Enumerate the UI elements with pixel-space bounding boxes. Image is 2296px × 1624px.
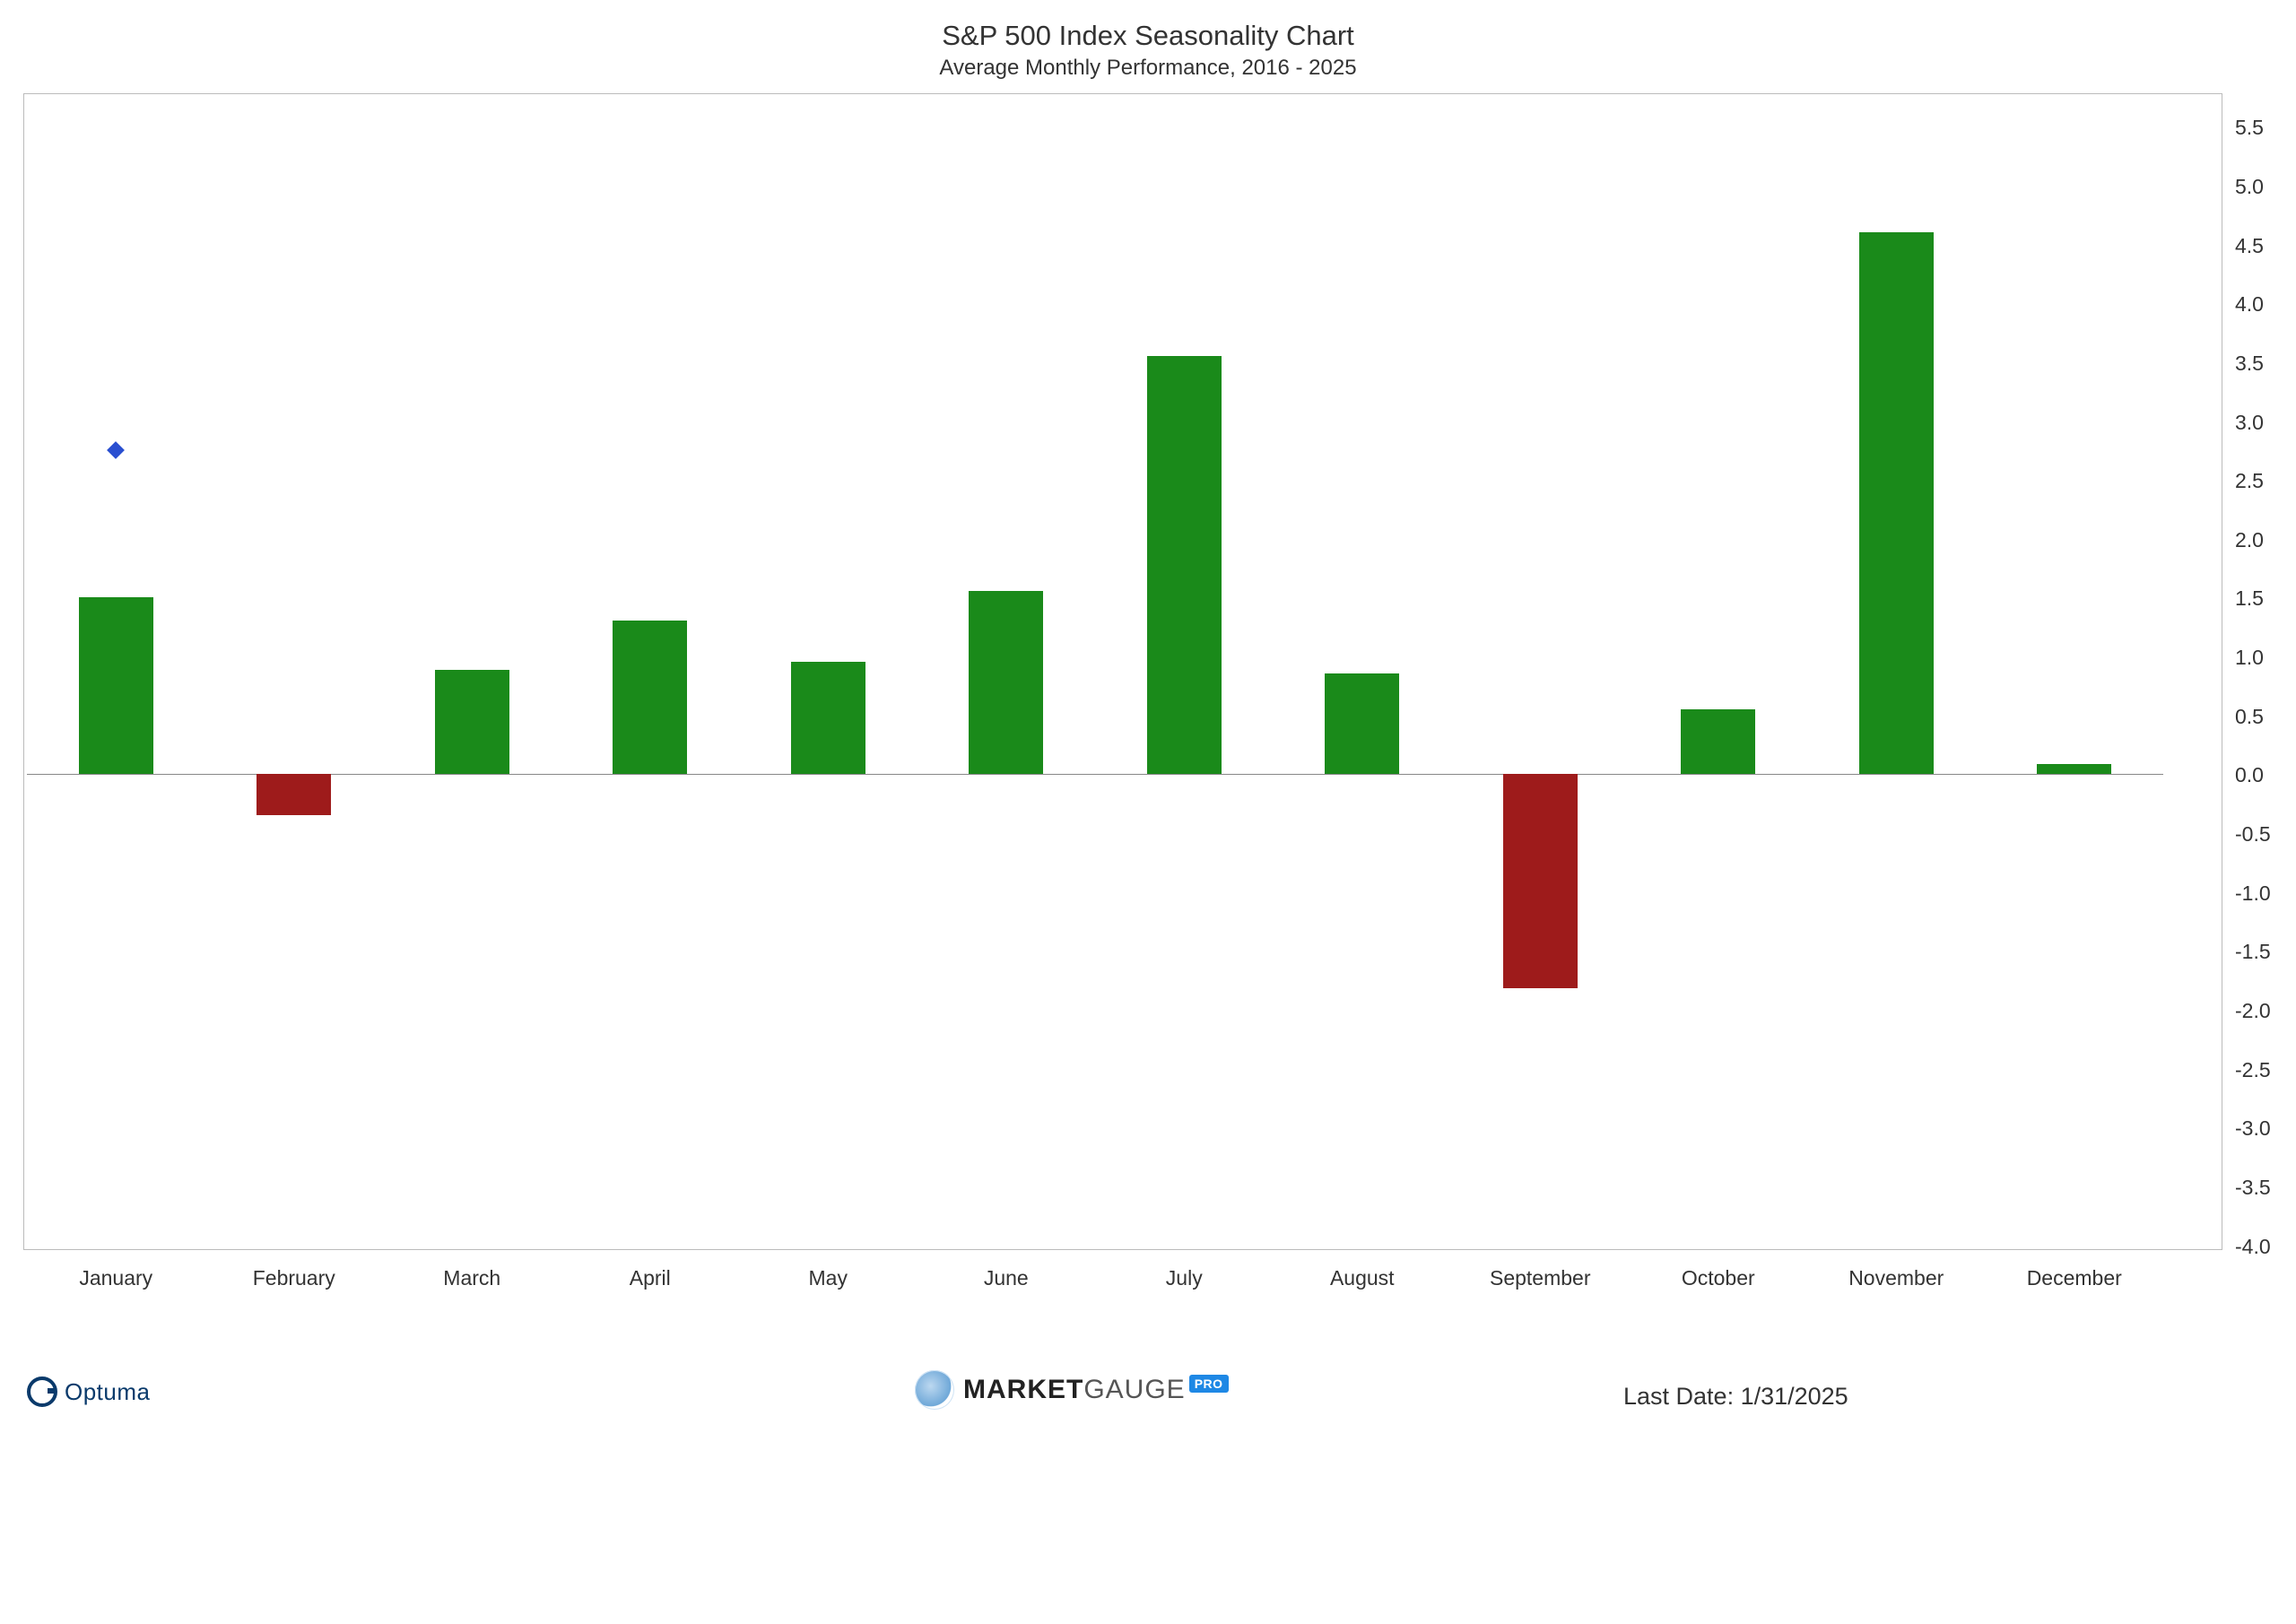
y-axis-tick-label: -4.0 [2235,1235,2271,1259]
y-axis-tick-label: 5.5 [2235,116,2264,140]
bar [1147,356,1222,774]
optuma-icon [27,1376,57,1407]
bar [613,621,687,774]
x-axis-tick-label: February [253,1266,335,1290]
chart-page: S&P 500 Index Seasonality Chart Average … [0,0,2296,1624]
y-axis-tick-label: 1.0 [2235,646,2264,670]
y-axis-tick-label: 3.5 [2235,352,2264,376]
y-axis-tick-label: 2.5 [2235,469,2264,493]
y-axis-tick-label: 3.0 [2235,411,2264,435]
y-axis-tick-label: -3.0 [2235,1116,2271,1141]
marketgauge-logo: MARKETGAUGEPRO [915,1370,1229,1410]
plot-area [27,97,2163,1245]
marketgauge-text: MARKETGAUGEPRO [963,1375,1229,1405]
x-axis-tick-label: December [2027,1266,2122,1290]
y-axis-tick-label: 0.5 [2235,705,2264,729]
globe-icon [915,1370,954,1410]
y-axis-tick-label: 4.5 [2235,234,2264,258]
current-month-marker-icon [107,441,125,459]
chart-title: S&P 500 Index Seasonality Chart [0,20,2296,52]
bar [1503,774,1578,988]
y-axis-tick-label: -3.5 [2235,1176,2271,1200]
y-axis-tick-label: -2.5 [2235,1058,2271,1082]
x-axis-tick-label: August [1330,1266,1395,1290]
bar [791,662,865,774]
y-axis-tick-label: -1.5 [2235,940,2271,964]
x-axis-tick-label: April [630,1266,671,1290]
zero-line [27,774,2163,775]
y-axis-tick-label: 2.0 [2235,528,2264,552]
marketgauge-pro-badge: PRO [1189,1375,1229,1393]
bar [969,591,1043,773]
x-axis-tick-label: January [79,1266,152,1290]
bar [257,774,331,815]
y-axis-tick-label: 5.0 [2235,175,2264,199]
x-axis-tick-label: March [443,1266,500,1290]
x-axis-tick-label: June [984,1266,1029,1290]
optuma-logo: Optuma [27,1376,151,1407]
marketgauge-bold: MARKET [963,1375,1083,1404]
bar [79,597,153,774]
bar [1681,709,1755,774]
y-axis-tick-label: 4.0 [2235,292,2264,317]
bar [1859,232,1934,774]
chart-subtitle: Average Monthly Performance, 2016 - 2025 [0,56,2296,81]
y-axis-tick-label: -1.0 [2235,881,2271,906]
marketgauge-light: GAUGE [1083,1375,1185,1404]
x-axis-tick-label: July [1166,1266,1203,1290]
x-axis-tick-label: October [1682,1266,1755,1290]
y-axis-tick-label: 1.5 [2235,586,2264,611]
optuma-text: Optuma [65,1378,151,1406]
bar [435,670,509,774]
y-axis-tick-label: 0.0 [2235,763,2264,787]
bar [2037,764,2111,774]
y-axis-tick-label: -0.5 [2235,822,2271,847]
y-axis-tick-label: -2.0 [2235,999,2271,1023]
x-axis-tick-label: November [1848,1266,1944,1290]
x-axis-tick-label: September [1490,1266,1591,1290]
last-date-label: Last Date: 1/31/2025 [1623,1383,1848,1411]
x-axis-tick-label: May [809,1266,848,1290]
bar [1325,673,1399,774]
